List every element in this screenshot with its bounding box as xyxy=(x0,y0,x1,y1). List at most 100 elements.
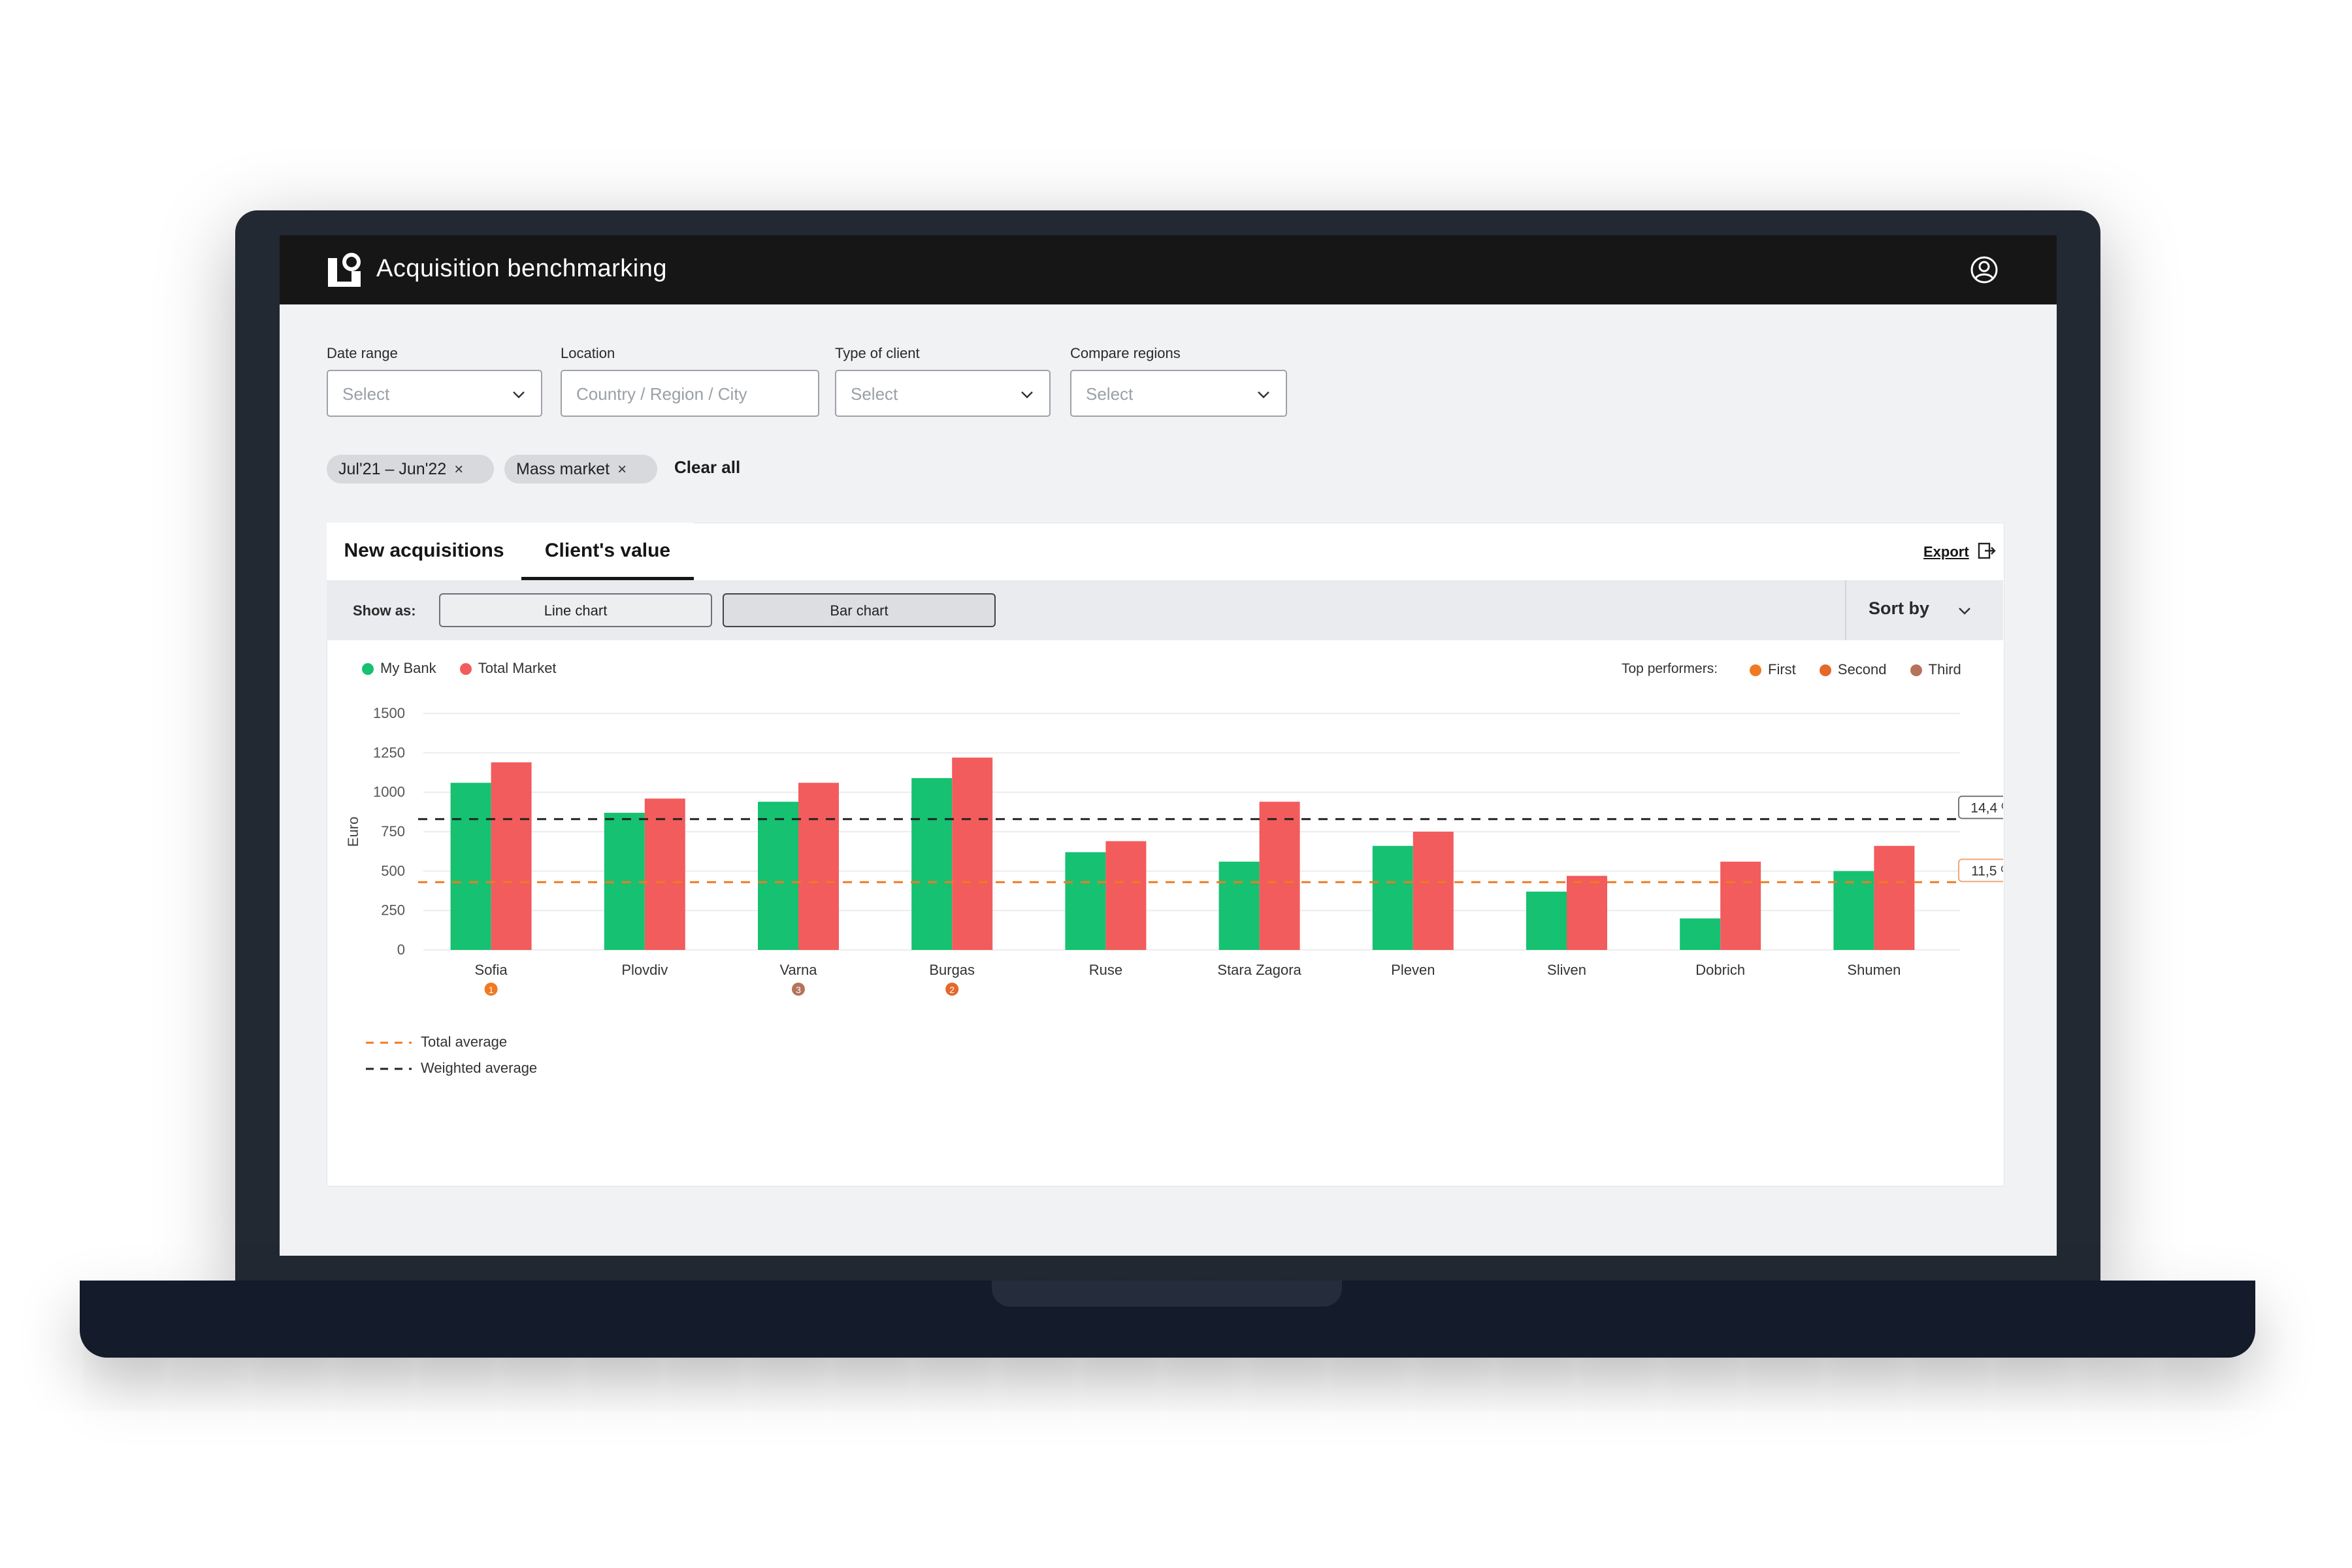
bar-my-bank xyxy=(1218,861,1260,950)
x-tick-label: Varna xyxy=(779,962,817,978)
bar-total-market xyxy=(798,783,839,950)
x-tick-label: Stara Zagora xyxy=(1217,962,1301,978)
performer-rank: 3 xyxy=(796,985,801,995)
legend-label-first: First xyxy=(1768,661,1796,678)
weighted-average-label: Weighted average xyxy=(421,1060,538,1076)
location-label: Location xyxy=(561,345,615,361)
chart-toolbar: Show as: Line chart Bar chart Sort by xyxy=(327,580,2003,640)
bar-total-market xyxy=(1105,841,1147,950)
clear-all-button[interactable]: Clear all xyxy=(674,457,741,477)
location-input[interactable]: Country / Region / City xyxy=(561,370,819,417)
legend-dot xyxy=(362,663,374,676)
weighted-average-legend: Weighted average xyxy=(366,1060,537,1077)
export-icon[interactable] xyxy=(1977,541,1997,561)
x-tick-label: Shumen xyxy=(1847,962,1901,978)
location-placeholder: Country / Region / City xyxy=(576,384,747,404)
y-tick-label: 0 xyxy=(397,941,405,958)
bar-my-bank xyxy=(911,777,953,950)
bar-my-bank xyxy=(1833,871,1874,950)
date-range-select[interactable]: Select xyxy=(327,370,542,417)
chevron-down-icon[interactable] xyxy=(1956,602,1973,619)
app-title: Acquisition benchmarking xyxy=(376,255,668,282)
compare-regions-select[interactable]: Select xyxy=(1070,370,1287,417)
bar-total-market xyxy=(1567,875,1607,950)
series-legend: My Bank Total Market xyxy=(362,660,576,677)
y-tick-label: 750 xyxy=(381,823,405,840)
app-screen: Acquisition benchmarking Date range Sele… xyxy=(280,235,2057,1256)
x-tick-label: Ruse xyxy=(1089,962,1122,978)
x-tick-label: Dobrich xyxy=(1695,962,1745,978)
performer-rank: 1 xyxy=(489,985,494,995)
bar-total-market xyxy=(491,762,532,950)
chevron-down-icon xyxy=(513,391,525,399)
legend-label-my-bank: My Bank xyxy=(380,660,436,676)
performer-marker xyxy=(792,983,805,996)
reference-badge-label: 14,4 % xyxy=(1970,801,2003,816)
bar-total-market xyxy=(1720,861,1761,950)
legend-dot xyxy=(459,663,472,676)
y-tick-label: 1500 xyxy=(373,705,405,721)
type-of-client-select[interactable]: Select xyxy=(835,370,1051,417)
bar-total-market xyxy=(1259,802,1300,950)
laptop-notch xyxy=(992,1281,1342,1307)
total-average-legend: Total average xyxy=(366,1034,507,1051)
bar-total-market xyxy=(952,757,993,950)
sort-by-dropdown[interactable]: Sort by xyxy=(1869,598,1930,618)
legend-dot xyxy=(1750,664,1761,677)
x-tick-label: Pleven xyxy=(1391,962,1435,978)
filter-chip-date: Jul'21 – Jun'22 × xyxy=(327,455,494,483)
show-as-label: Show as: xyxy=(353,602,416,619)
bar-my-bank xyxy=(1526,891,1567,950)
chevron-down-icon xyxy=(1258,391,1269,399)
divider xyxy=(1845,580,1846,640)
reference-badge xyxy=(1958,795,2003,819)
x-tick-label: Sofia xyxy=(475,962,508,978)
bar-total-market xyxy=(1413,832,1454,950)
total-average-label: Total average xyxy=(421,1034,508,1050)
bar-chart: 0 250 500 750 1000 1250 1500 Euro Sofia 1 Plovdiv V… xyxy=(345,705,2003,996)
reference-badge xyxy=(1958,858,2003,883)
close-icon[interactable]: × xyxy=(617,461,627,478)
y-tick-label: 500 xyxy=(381,862,405,879)
performer-rank: 2 xyxy=(949,985,955,995)
x-tick-label: Burgas xyxy=(929,962,975,978)
user-account-icon[interactable] xyxy=(1969,255,1999,285)
type-of-client-label: Type of client xyxy=(835,345,920,361)
dashed-line-icon xyxy=(366,1041,412,1044)
bar-my-bank xyxy=(1372,845,1413,950)
top-performers-label: Top performers: xyxy=(1622,661,1718,676)
top-bar: Acquisition benchmarking xyxy=(280,235,2057,304)
date-range-placeholder: Select xyxy=(342,384,390,404)
legend-dot xyxy=(1819,664,1831,677)
bar-my-bank xyxy=(758,802,798,950)
legend-label-second: Second xyxy=(1837,661,1887,678)
y-tick-label: 1000 xyxy=(373,784,405,800)
dashed-line-icon xyxy=(366,1068,412,1070)
bar-my-bank xyxy=(1065,852,1106,950)
chip-label: Jul'21 – Jun'22 xyxy=(338,460,447,478)
x-tick-label: Plovdiv xyxy=(621,962,668,978)
type-of-client-placeholder: Select xyxy=(851,384,898,404)
legend-dot xyxy=(1910,664,1922,677)
close-icon[interactable]: × xyxy=(454,461,464,478)
performer-marker xyxy=(484,983,498,996)
filter-chip-client-type: Mass market × xyxy=(504,455,657,483)
tab-clients-value[interactable]: Client's value xyxy=(521,523,694,580)
bar-chart-toggle[interactable]: Bar chart xyxy=(723,593,996,627)
date-range-label: Date range xyxy=(327,345,398,361)
line-chart-toggle[interactable]: Line chart xyxy=(439,593,712,627)
compare-regions-placeholder: Select xyxy=(1086,384,1134,404)
chevron-down-icon xyxy=(1021,391,1033,399)
bar-total-market xyxy=(1874,845,1915,950)
bar-my-bank xyxy=(1680,918,1721,950)
y-tick-label: 250 xyxy=(381,902,405,919)
top-performers-legend: First Second Third xyxy=(1750,661,1961,678)
legend-label-third: Third xyxy=(1928,661,1961,678)
compare-regions-label: Compare regions xyxy=(1070,345,1181,361)
export-button[interactable]: Export xyxy=(1923,544,1969,560)
x-tick-label: Sliven xyxy=(1547,962,1586,978)
bar-my-bank xyxy=(450,783,491,950)
tab-new-acquisitions[interactable]: New acquisitions xyxy=(327,523,521,580)
brand-logo-icon xyxy=(328,253,361,287)
y-axis-label: Euro xyxy=(345,817,361,847)
